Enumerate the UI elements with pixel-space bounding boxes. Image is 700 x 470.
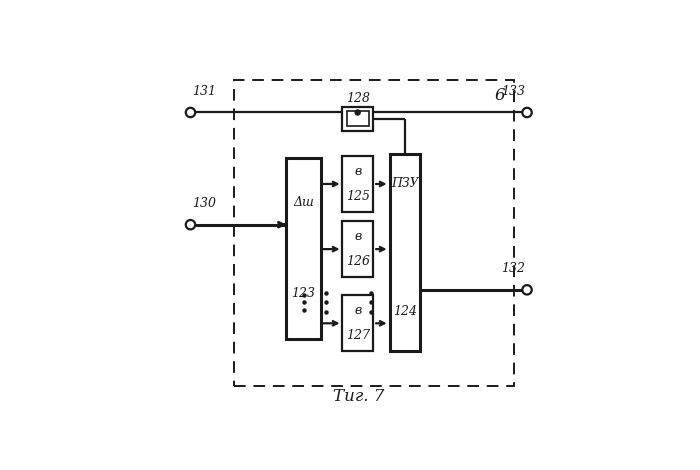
Text: Δш: Δш bbox=[293, 196, 314, 210]
Text: Τиг. 7: Τиг. 7 bbox=[333, 388, 384, 405]
Text: в: в bbox=[354, 230, 361, 243]
Text: 131: 131 bbox=[193, 85, 216, 98]
Bar bbox=[342, 295, 373, 352]
Text: 124: 124 bbox=[393, 306, 417, 318]
Bar bbox=[347, 111, 369, 126]
Text: в: в bbox=[354, 305, 361, 317]
Circle shape bbox=[355, 110, 360, 115]
Bar bbox=[342, 221, 373, 277]
Text: в: в bbox=[354, 165, 361, 178]
Text: 123: 123 bbox=[292, 287, 316, 300]
Text: 126: 126 bbox=[346, 255, 370, 268]
Text: 127: 127 bbox=[346, 329, 370, 342]
Text: 130: 130 bbox=[193, 197, 216, 210]
Bar bbox=[389, 154, 420, 352]
Text: 6: 6 bbox=[495, 87, 505, 104]
Text: ПЗУ: ПЗУ bbox=[391, 177, 419, 190]
Text: 132: 132 bbox=[501, 262, 525, 275]
Text: 128: 128 bbox=[346, 92, 370, 104]
Bar bbox=[342, 107, 373, 131]
Text: 133: 133 bbox=[501, 85, 525, 98]
Bar bbox=[342, 156, 373, 212]
Bar bbox=[286, 158, 321, 339]
Bar bbox=[234, 80, 514, 386]
Text: 125: 125 bbox=[346, 190, 370, 203]
